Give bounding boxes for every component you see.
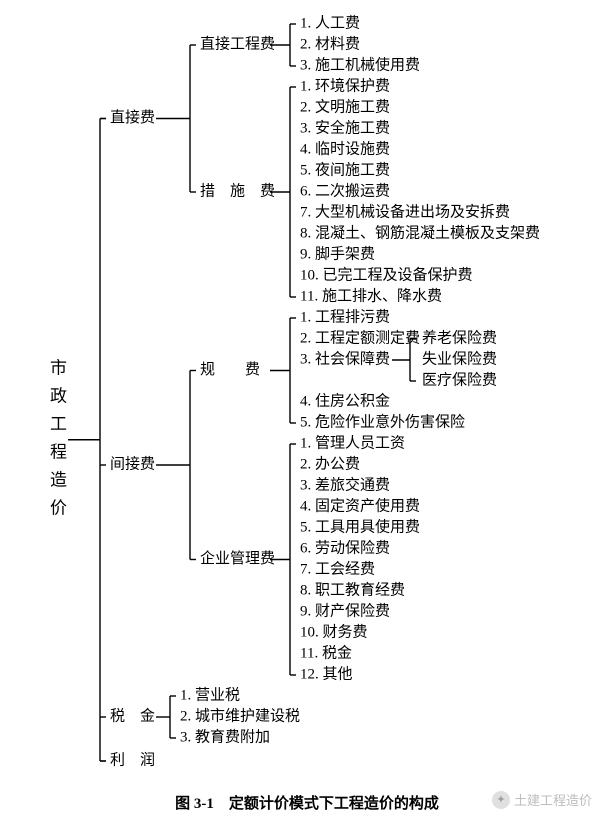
leaf-item: 11. 施工排水、降水费 <box>300 287 442 304</box>
leaf-item: 7. 工会经费 <box>300 560 375 577</box>
leaf-item: 2. 城市维护建设税 <box>180 707 300 724</box>
watermark-text: 土建工程造价 <box>514 790 592 809</box>
root-label: 程 <box>50 443 67 462</box>
wechat-icon: ✦ <box>492 791 510 809</box>
leaf-item: 9. 脚手架费 <box>300 245 375 262</box>
leaf-item: 1. 营业税 <box>180 686 240 703</box>
node-label: 直接工程费 <box>200 35 275 52</box>
leaf-item: 4. 临时设施费 <box>300 140 390 157</box>
leaf-item: 1. 环境保护费 <box>300 76 390 94</box>
leaf-item: 3. 安全施工费 <box>300 118 390 136</box>
leaf-item: 8. 职工教育经费 <box>300 581 405 598</box>
leaf-item: 11. 税金 <box>300 644 352 661</box>
leaf-item: 5. 夜间施工费 <box>300 161 390 178</box>
leaf-sub-item: 失业保险费 <box>422 350 497 367</box>
node-label: 税 金 <box>110 707 155 724</box>
root-label: 政 <box>50 387 67 406</box>
tree-diagram: 1. 人工费 2. 材料费 3. 施工机械使用费 直接工程费 1. 环境保护费 2. 文明… <box>10 10 604 786</box>
leaf-item: 2. 工程定额测定费 <box>300 329 420 346</box>
watermark: ✦ 土建工程造价 <box>492 790 592 809</box>
node-label: 企业管理费 <box>200 549 275 567</box>
leaf-item: 6. 劳动保险费 <box>300 539 390 556</box>
leaf-item: 1. 管理人员工资 <box>300 434 405 451</box>
root-label: 价 <box>50 499 67 518</box>
leaf-sub-item: 养老保险费 <box>422 329 497 346</box>
leaf-item: 5. 危险作业意外伤害保险 <box>300 412 465 430</box>
node-label: 规 费 <box>200 361 260 378</box>
leaf-item: 3. 社会保障费 <box>300 349 390 367</box>
leaf-item: 12. 其他 <box>300 665 353 682</box>
root-label: 工 <box>50 415 67 434</box>
leaf-item: 1. 人工费 <box>300 14 360 31</box>
node-label: 利 润 <box>110 751 155 768</box>
leaf-item: 7. 大型机械设备进出场及安拆费 <box>300 203 510 220</box>
leaf-item: 3. 施工机械使用费 <box>300 56 420 73</box>
leaf-sub-item: 医疗保险费 <box>422 371 497 388</box>
leaf-item: 2. 办公费 <box>300 455 360 472</box>
node-label: 直接费 <box>110 109 155 126</box>
leaf-item: 2. 材料费 <box>300 35 360 52</box>
leaf-item: 4. 住房公积金 <box>300 392 390 409</box>
leaf-item: 3. 差旅交通费 <box>300 475 390 493</box>
leaf-item: 2. 文明施工费 <box>300 98 390 115</box>
leaf-item: 10. 财务费 <box>300 623 368 640</box>
node-label: 措 施 费 <box>200 182 275 199</box>
leaf-item: 6. 二次搬运费 <box>300 182 390 199</box>
node-label: 间接费 <box>110 455 155 472</box>
leaf-item: 9. 财产保险费 <box>300 602 390 619</box>
leaf-item: 1. 工程排污费 <box>300 308 390 325</box>
root-label: 市 <box>50 359 67 378</box>
leaf-item: 8. 混凝土、钢筋混凝土模板及支架费 <box>300 223 540 241</box>
root-label: 造 <box>50 471 67 490</box>
leaf-item: 10. 已完工程及设备保护费 <box>300 266 473 283</box>
leaf-item: 4. 固定资产使用费 <box>300 497 420 514</box>
leaf-item: 3. 教育费附加 <box>180 728 270 745</box>
leaf-item: 5. 工具用具使用费 <box>300 518 420 535</box>
